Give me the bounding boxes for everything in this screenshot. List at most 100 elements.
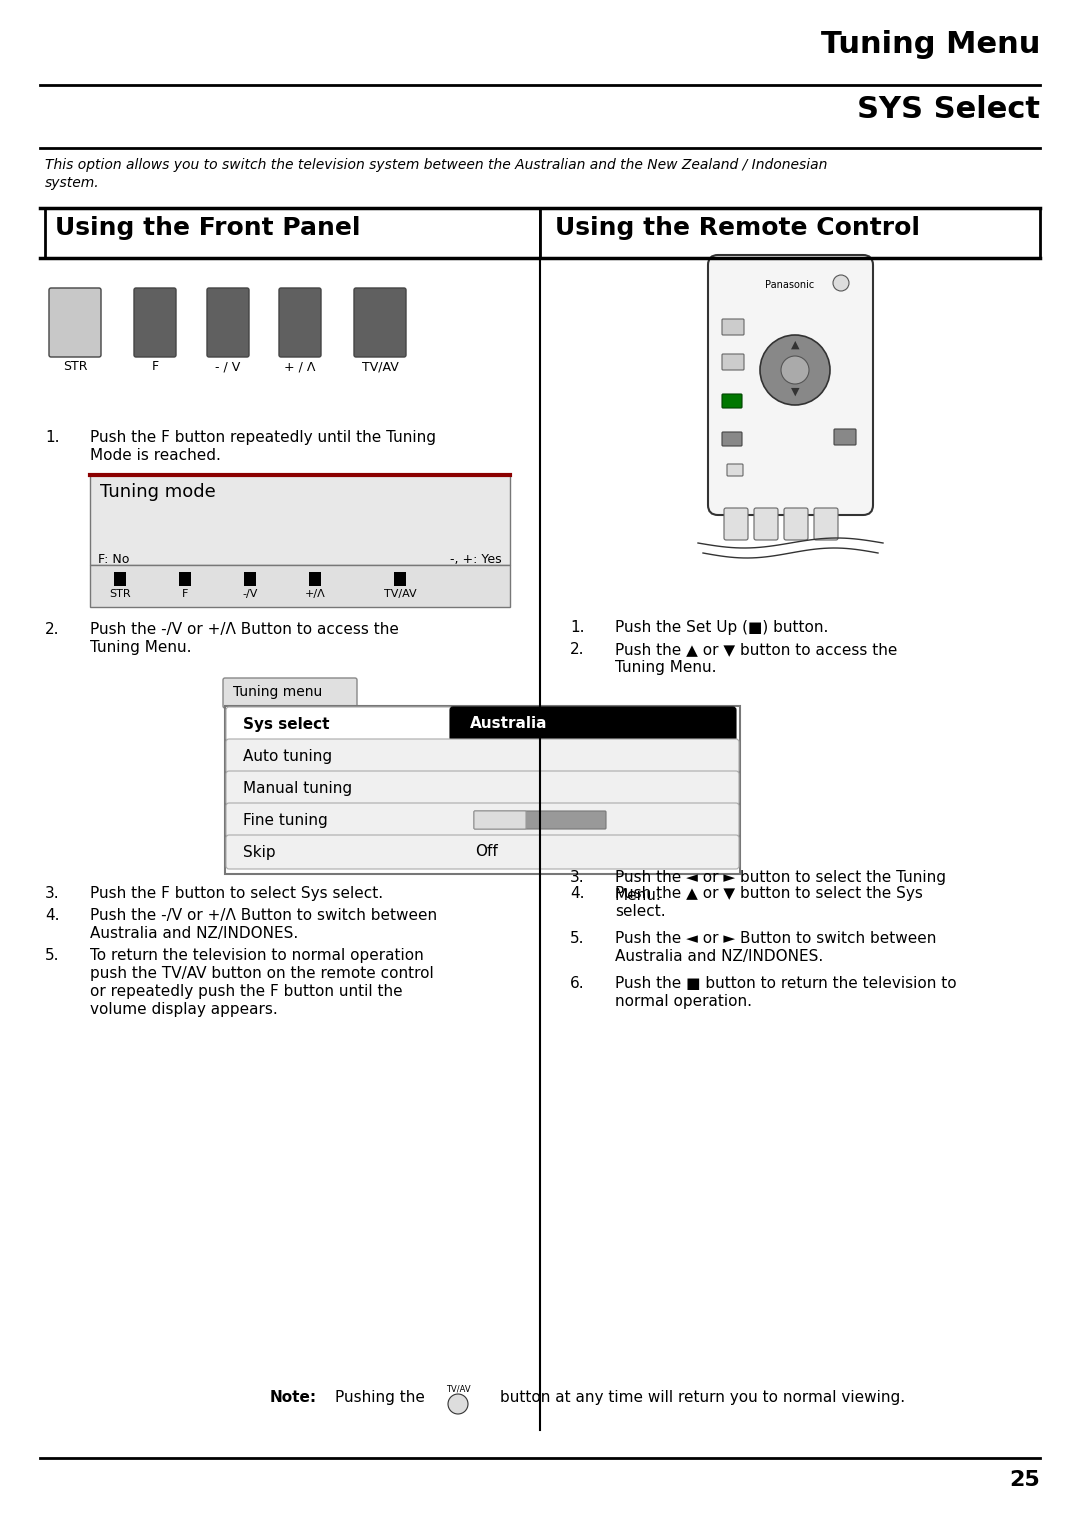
Text: 1.: 1. (570, 620, 584, 636)
Text: 1.: 1. (45, 429, 59, 445)
Text: Mode is reached.: Mode is reached. (90, 448, 221, 463)
FancyBboxPatch shape (754, 507, 778, 539)
Text: +/Λ: +/Λ (305, 588, 325, 599)
Bar (244, 571, 256, 587)
Circle shape (833, 275, 849, 290)
Text: Tuning Menu: Tuning Menu (821, 31, 1040, 60)
Text: Australia and NZ/INDONES.: Australia and NZ/INDONES. (90, 926, 298, 941)
Text: TV/AV: TV/AV (446, 1384, 470, 1394)
Bar (394, 571, 406, 587)
Text: Auto tuning: Auto tuning (243, 749, 333, 764)
FancyBboxPatch shape (723, 432, 742, 446)
Bar (225, 706, 740, 874)
Text: button at any time will return you to normal viewing.: button at any time will return you to no… (500, 1390, 905, 1406)
Text: Using the Remote Control: Using the Remote Control (555, 215, 920, 240)
Text: Australia and NZ/INDONES.: Australia and NZ/INDONES. (615, 949, 823, 964)
FancyBboxPatch shape (134, 287, 176, 358)
Text: push the TV/AV button on the remote control: push the TV/AV button on the remote cont… (90, 966, 434, 981)
Text: Manual tuning: Manual tuning (243, 781, 352, 796)
Bar (179, 571, 191, 587)
FancyBboxPatch shape (222, 678, 357, 707)
Bar (309, 571, 321, 587)
Text: SYS Select: SYS Select (858, 95, 1040, 124)
FancyBboxPatch shape (226, 740, 739, 773)
Text: select.: select. (615, 905, 665, 918)
FancyBboxPatch shape (450, 707, 735, 741)
Text: 5.: 5. (570, 931, 584, 946)
Text: F: F (151, 361, 159, 373)
Text: 3.: 3. (570, 869, 584, 885)
Text: volume display appears.: volume display appears. (90, 1002, 278, 1018)
FancyBboxPatch shape (814, 507, 838, 539)
Text: 2.: 2. (45, 622, 59, 637)
FancyBboxPatch shape (724, 507, 748, 539)
Text: To return the television to normal operation: To return the television to normal opera… (90, 947, 423, 963)
Text: Off: Off (475, 845, 498, 859)
Text: 25: 25 (1009, 1470, 1040, 1490)
Circle shape (760, 335, 831, 405)
FancyBboxPatch shape (723, 319, 744, 335)
Bar (45, 208, 540, 258)
Text: Pushing the: Pushing the (335, 1390, 424, 1406)
Text: STR: STR (63, 361, 87, 373)
Text: Tuning menu: Tuning menu (233, 685, 322, 698)
Text: -/V: -/V (242, 588, 258, 599)
FancyBboxPatch shape (784, 507, 808, 539)
FancyBboxPatch shape (723, 354, 744, 370)
FancyBboxPatch shape (279, 287, 321, 358)
Text: 2.: 2. (570, 642, 584, 657)
FancyBboxPatch shape (723, 394, 742, 408)
Text: Tuning mode: Tuning mode (100, 483, 216, 501)
Text: Push the ◄ or ► Button to switch between: Push the ◄ or ► Button to switch between (615, 931, 936, 946)
Bar (90, 565, 510, 607)
Text: Panasonic: Panasonic (766, 280, 814, 290)
Circle shape (448, 1394, 468, 1413)
Bar (114, 571, 126, 587)
Text: Push the ▲ or ▼ button to select the Sys: Push the ▲ or ▼ button to select the Sys (615, 886, 923, 902)
Text: Skip: Skip (243, 845, 275, 859)
Text: normal operation.: normal operation. (615, 995, 752, 1008)
Text: STR: STR (109, 588, 131, 599)
Text: -, +: Yes: -, +: Yes (450, 553, 502, 565)
FancyBboxPatch shape (727, 465, 743, 477)
Text: + / Λ: + / Λ (284, 361, 315, 373)
FancyBboxPatch shape (49, 287, 102, 358)
Text: F: F (181, 588, 188, 599)
FancyBboxPatch shape (207, 287, 249, 358)
Bar (90, 475, 510, 565)
FancyBboxPatch shape (474, 811, 606, 830)
Text: Australia: Australia (470, 717, 548, 732)
FancyBboxPatch shape (226, 707, 453, 741)
Text: 6.: 6. (570, 976, 584, 992)
FancyBboxPatch shape (354, 287, 406, 358)
Text: system.: system. (45, 176, 99, 189)
Text: This option allows you to switch the television system between the Australian an: This option allows you to switch the tel… (45, 157, 827, 173)
Bar (540, 208, 1040, 258)
Text: Push the -/V or +/Λ Button to access the: Push the -/V or +/Λ Button to access the (90, 622, 399, 637)
Text: Using the Front Panel: Using the Front Panel (55, 215, 361, 240)
Text: Tuning Menu.: Tuning Menu. (90, 640, 191, 656)
Text: Tuning Menu.: Tuning Menu. (615, 660, 716, 675)
Text: ▼: ▼ (791, 387, 799, 397)
Text: or repeatedly push the F button until the: or repeatedly push the F button until th… (90, 984, 403, 999)
Text: Note:: Note: (270, 1390, 318, 1406)
Text: 4.: 4. (570, 886, 584, 902)
Text: TV/AV: TV/AV (383, 588, 416, 599)
FancyBboxPatch shape (226, 804, 739, 837)
Text: Push the -/V or +/Λ Button to switch between: Push the -/V or +/Λ Button to switch bet… (90, 908, 437, 923)
Text: ▲: ▲ (791, 341, 799, 350)
Text: 4.: 4. (45, 908, 59, 923)
Text: 5.: 5. (45, 947, 59, 963)
Text: Sys select: Sys select (243, 717, 329, 732)
Text: Push the Set Up (■) button.: Push the Set Up (■) button. (615, 620, 828, 636)
FancyBboxPatch shape (226, 772, 739, 805)
FancyBboxPatch shape (708, 255, 873, 515)
Circle shape (781, 356, 809, 384)
Text: Push the F button to select Sys select.: Push the F button to select Sys select. (90, 886, 383, 902)
Text: Push the ■ button to return the television to: Push the ■ button to return the televisi… (615, 976, 957, 992)
Text: Push the ◄ or ► button to select the Tuning: Push the ◄ or ► button to select the Tun… (615, 869, 946, 885)
FancyBboxPatch shape (474, 811, 526, 830)
Text: - / V: - / V (215, 361, 241, 373)
Text: TV/AV: TV/AV (362, 361, 399, 373)
Text: 3.: 3. (45, 886, 59, 902)
